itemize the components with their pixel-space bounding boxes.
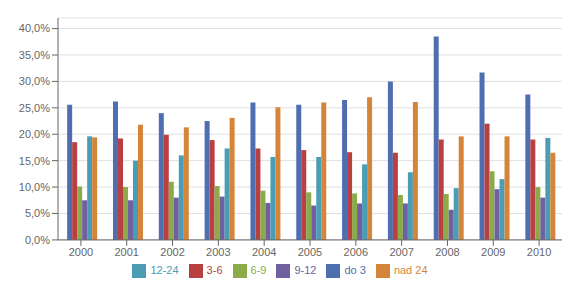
svg-text:20,0%: 20,0%: [19, 128, 50, 140]
svg-text:2006: 2006: [344, 246, 368, 258]
svg-text:2007: 2007: [389, 246, 413, 258]
svg-text:2009: 2009: [481, 246, 505, 258]
svg-text:2004: 2004: [252, 246, 276, 258]
svg-text:2008: 2008: [435, 246, 459, 258]
html-text:6-9: 6-9: [250, 263, 267, 276]
svg-text:15,0%: 15,0%: [19, 155, 50, 167]
svg-text:2003: 2003: [206, 246, 230, 258]
svg-text:35,0%: 35,0%: [19, 49, 50, 61]
svg-text:5,0%: 5,0%: [25, 207, 50, 219]
svg-text:10,0%: 10,0%: [19, 181, 50, 193]
svg-text:30,0%: 30,0%: [19, 75, 50, 87]
html-text:9-12: 9-12: [294, 263, 317, 276]
html-text:12-24: 12-24: [150, 263, 179, 276]
html-text:do 3: do 3: [344, 263, 366, 276]
svg-text:0,0%: 0,0%: [25, 234, 50, 246]
html-text:3-6: 3-6: [206, 263, 223, 276]
html-text:nad 24: nad 24: [393, 263, 428, 276]
svg-text:2000: 2000: [69, 246, 93, 258]
svg-text:40,0%: 40,0%: [19, 22, 50, 34]
svg-text:2005: 2005: [298, 246, 322, 258]
svg-text:2010: 2010: [527, 246, 551, 258]
svg-text:2002: 2002: [160, 246, 184, 258]
svg-text:2001: 2001: [114, 246, 138, 258]
svg-text:25,0%: 25,0%: [19, 102, 50, 114]
